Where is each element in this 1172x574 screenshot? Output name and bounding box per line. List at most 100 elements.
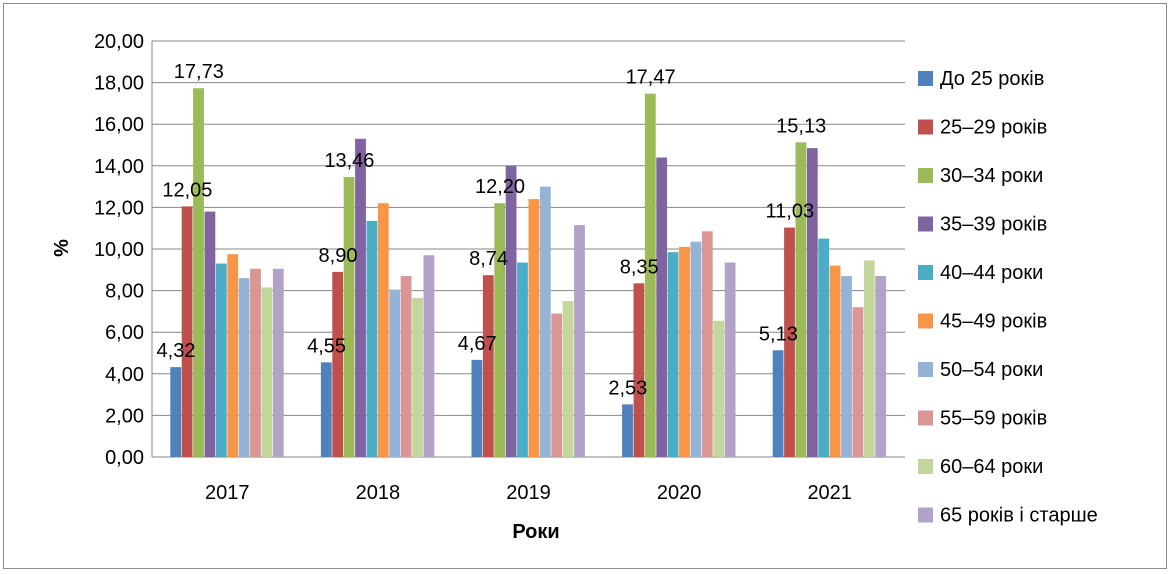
legend-swatch: [918, 410, 933, 426]
bar: [400, 276, 412, 457]
x-axis-title: Роки: [512, 521, 559, 543]
bar: [215, 263, 227, 457]
bar: [795, 142, 807, 457]
bar: [181, 206, 193, 457]
y-tick-label: 0,00: [105, 447, 144, 469]
data-label: 17,73: [174, 61, 224, 83]
bar: [574, 225, 585, 457]
legend-swatch: [918, 313, 933, 329]
y-tick-label: 6,00: [105, 322, 144, 344]
legend-swatch: [918, 459, 933, 474]
bar: [332, 271, 344, 457]
bar: [644, 93, 656, 458]
x-tick-label: 2020: [657, 482, 702, 504]
bar: [528, 199, 540, 457]
legend-swatch: [918, 119, 933, 135]
bar: [250, 268, 261, 457]
y-tick-label: 14,00: [94, 156, 144, 178]
legend-label: 60–64 роки: [940, 456, 1043, 478]
bar: [377, 203, 389, 457]
legend-swatch: [918, 507, 933, 523]
legend-swatch: [918, 168, 933, 183]
bar: [724, 262, 736, 457]
x-tick-label: 2017: [205, 482, 250, 504]
bar: [622, 404, 633, 457]
bar: [656, 157, 668, 458]
legend-label: 55–59 років: [940, 408, 1047, 430]
bar: [471, 359, 483, 457]
bar: [863, 260, 875, 457]
data-label: 12,05: [162, 179, 212, 201]
legend-label: 50–54 роки: [940, 359, 1043, 381]
x-axis-ticks: 2017 2018 2019 2020 2021: [205, 482, 852, 504]
bar: [204, 211, 216, 457]
legend-swatch: [918, 362, 933, 377]
data-label: 4,55: [307, 335, 346, 357]
bar: [343, 177, 355, 458]
bar: [482, 275, 494, 457]
legend-label: 30–34 роки: [940, 165, 1043, 187]
bar: [772, 350, 784, 457]
bar: [366, 220, 378, 457]
data-labels: 4,32 12,05 17,73 4,55 8,90 13,46 4,67 8,74 12,20…: [157, 61, 827, 399]
bar: [355, 138, 366, 457]
bar: [841, 276, 852, 457]
bar: [272, 268, 284, 457]
bar: [227, 254, 239, 457]
bar: [701, 231, 713, 457]
legend-label: 35–39 років: [940, 214, 1047, 236]
bar: [539, 186, 551, 457]
data-label: 13,46: [324, 150, 374, 172]
bar: [170, 367, 182, 457]
y-tick-label: 20,00: [94, 31, 144, 53]
y-tick-label: 8,00: [105, 281, 144, 303]
bar: [713, 320, 725, 457]
y-tick-label: 4,00: [105, 364, 144, 386]
bar: [818, 238, 830, 457]
legend-label: До 25 років: [940, 68, 1044, 90]
legend-swatch: [918, 216, 933, 232]
bar: [829, 265, 841, 457]
bar: [784, 227, 795, 457]
bar: [238, 278, 250, 457]
data-label: 8,90: [319, 245, 358, 267]
bar: [806, 148, 818, 457]
bar: [517, 262, 528, 457]
y-tick-label: 16,00: [94, 114, 144, 136]
x-tick-label: 2021: [807, 482, 852, 504]
bar: [320, 362, 332, 457]
legend-label: 65 років і старше: [940, 505, 1098, 527]
y-tick-label: 18,00: [94, 73, 144, 95]
legend-swatch: [918, 265, 933, 280]
data-label: 2,53: [608, 377, 647, 399]
data-label: 4,67: [458, 333, 497, 355]
bars: [170, 88, 887, 458]
bar: [412, 297, 423, 457]
bar: [494, 203, 506, 457]
data-label: 4,32: [157, 340, 196, 362]
data-label: 17,47: [626, 67, 676, 89]
bar: [875, 276, 887, 457]
data-label: 8,74: [469, 248, 508, 270]
bar: [633, 283, 645, 457]
x-tick-label: 2018: [356, 482, 401, 504]
bar: [505, 165, 517, 458]
y-tick-label: 12,00: [94, 197, 144, 219]
bar: [261, 287, 273, 457]
bar: [193, 88, 204, 457]
data-label: 12,20: [475, 176, 525, 198]
data-label: 8,35: [620, 256, 659, 278]
bar: [667, 252, 679, 457]
bar: [679, 246, 690, 457]
bar: [423, 255, 435, 457]
y-tick-label: 10,00: [94, 239, 144, 261]
legend-label: 40–44 роки: [940, 262, 1043, 284]
y-axis-title: %: [51, 239, 73, 257]
data-label: 5,13: [759, 323, 798, 345]
x-tick-label: 2019: [506, 482, 551, 504]
data-label: 15,13: [776, 115, 826, 137]
legend-label: 45–49 років: [940, 311, 1047, 333]
y-axis-ticks: 0,00 2,00 4,00 6,00 8,00 10,00 12,00 14,00 16,00…: [94, 31, 144, 469]
data-label: 11,03: [766, 201, 815, 223]
